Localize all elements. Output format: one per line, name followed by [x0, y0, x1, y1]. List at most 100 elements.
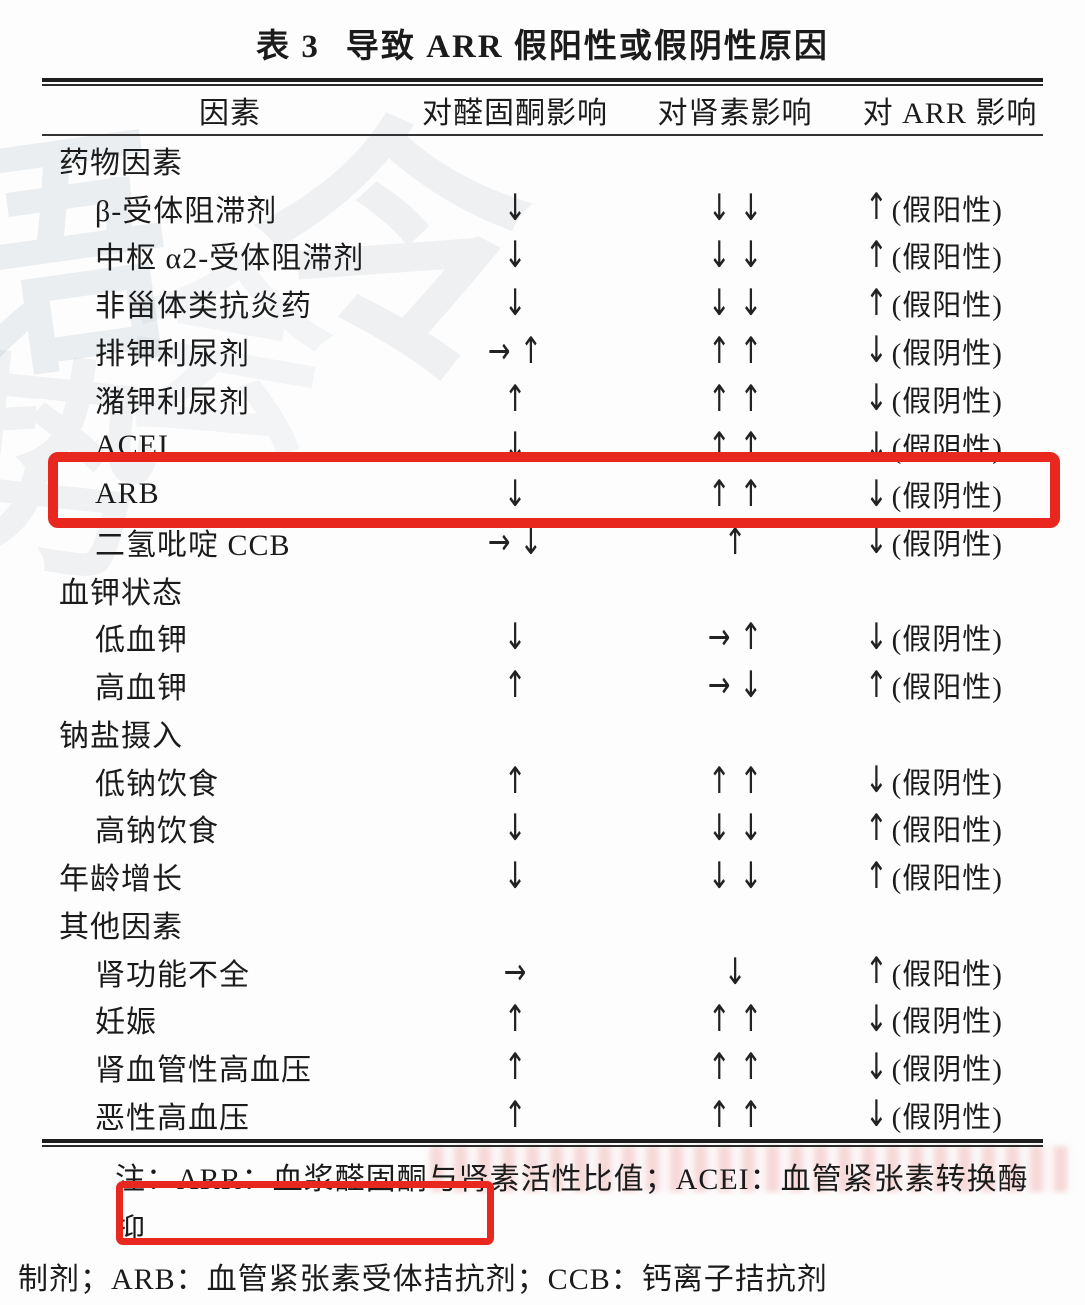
- header-aldosterone-effect: 对醛固酮影响: [422, 97, 608, 130]
- table-row: 非甾体类抗炎药 ↓ ↓↓ ↑ (假阳性): [45, 279, 1045, 327]
- aldosterone-effect-arrows: ↓: [415, 426, 615, 468]
- renin-effect-arrows: ↑↑: [615, 426, 855, 468]
- arrow-glyph: ↑↑: [707, 425, 772, 468]
- aldosterone-effect-arrows: ↓: [415, 187, 615, 229]
- factor-label: 恶性高血压: [95, 1101, 250, 1135]
- renin-effect-arrows: ↓↓: [615, 856, 855, 898]
- arr-effect-text: (假阴性): [891, 528, 1003, 561]
- factor-label: 非甾体类抗炎药: [95, 290, 312, 324]
- arrow-glyph: ↑: [865, 234, 888, 277]
- arr-effect-text: (假阳性): [891, 290, 1003, 323]
- factor-label: 高血钾: [95, 672, 188, 706]
- renin-effect-arrows: ↓↓: [615, 235, 855, 277]
- table-row: ACEI ↓ ↑↑ ↓ (假阴性): [45, 423, 1045, 471]
- arrow-glyph: ↑: [503, 998, 536, 1041]
- arr-effect-text: (假阴性): [891, 1006, 1003, 1039]
- aldosterone-effect-arrows: ↓: [415, 808, 615, 850]
- aldosterone-effect-arrows: ↑: [415, 665, 615, 707]
- table-header-row: 因素 对醛固酮影响 对肾素影响 对 ARR 影响: [45, 86, 1045, 134]
- arrow-glyph: ↓: [723, 951, 756, 994]
- table-section-row: 其他因素: [45, 900, 1045, 948]
- table-row: 妊娠 ↑ ↑↑ ↓ (假阴性): [45, 996, 1045, 1044]
- arrow-glyph: ↓: [865, 520, 888, 563]
- table-row: 恶性高血压 ↑ ↑↑ ↓ (假阴性): [45, 1091, 1045, 1139]
- aldosterone-effect-arrows: ↓: [415, 235, 615, 277]
- arrow-glyph: →↓: [707, 664, 772, 707]
- arrow-glyph: ↑: [865, 282, 888, 325]
- arrow-glyph: ↑↑: [707, 378, 772, 421]
- factor-label: ACEI: [95, 429, 169, 463]
- aldosterone-effect-arrows: ↓: [415, 617, 615, 659]
- header-divider-rule: [42, 134, 1043, 136]
- aldosterone-effect-arrows: →↑: [415, 330, 615, 372]
- arrow-glyph: ↓: [503, 807, 536, 850]
- table-section-row: 年龄增长 ↓ ↓↓ ↑ (假阳性): [45, 852, 1045, 900]
- table-row: 中枢 α2-受体阻滞剂 ↓ ↓↓ ↑ (假阳性): [45, 232, 1045, 280]
- factor-label: 二氢吡啶 CCB: [95, 528, 291, 562]
- aldosterone-effect-arrows: ↑: [415, 1047, 615, 1089]
- factor-label: 药物因素: [59, 146, 183, 180]
- arr-effect-cell: ↓ (假阴性): [855, 1046, 1045, 1088]
- arr-effect-cell: ↑ (假阳性): [855, 807, 1045, 849]
- table-section-row: 血钾状态: [45, 566, 1045, 614]
- factor-label: 肾血管性高血压: [95, 1054, 312, 1088]
- arrow-glyph: ↓↓: [707, 807, 772, 850]
- renin-effect-arrows: →↑: [615, 617, 855, 659]
- arrow-glyph: ↓: [865, 616, 888, 659]
- arrow-glyph: ↓↓: [707, 187, 772, 230]
- factor-label: 血钾状态: [59, 576, 183, 610]
- arrow-glyph: ↓: [503, 282, 536, 325]
- table-row: ARB ↓ ↑↑ ↓ (假阴性): [45, 470, 1045, 518]
- renin-effect-arrows: ↑↑: [615, 1047, 855, 1089]
- table-top-rule: [42, 78, 1043, 86]
- arrow-glyph: ↓↓: [707, 282, 772, 325]
- aldosterone-effect-arrows: ↑: [415, 999, 615, 1041]
- arr-effect-cell: ↓ (假阴性): [855, 1094, 1045, 1136]
- factor-label: 肾功能不全: [95, 958, 250, 992]
- arrow-glyph: ↑: [503, 378, 536, 421]
- arr-effect-cell: ↑ (假阳性): [855, 282, 1045, 324]
- renin-effect-arrows: ↑↑: [615, 760, 855, 802]
- arr-effect-cell: ↑ (假阳性): [855, 855, 1045, 897]
- factor-label: β-受体阻滞剂: [95, 194, 278, 228]
- table-bottom-rule: [42, 1138, 1043, 1147]
- factor-label: 排钾利尿剂: [95, 337, 250, 371]
- arrow-glyph: ↓: [865, 425, 888, 468]
- arrow-glyph: ↑: [865, 807, 888, 850]
- arrow-glyph: ↓: [503, 425, 536, 468]
- factor-label: 年龄增长: [59, 863, 183, 897]
- table-row: 肾功能不全 → ↓ ↑ (假阳性): [45, 948, 1045, 996]
- header-arr-effect: 对 ARR 影响: [862, 97, 1038, 130]
- renin-effect-arrows: ↓↓: [615, 187, 855, 229]
- table-row: 高钠饮食 ↓ ↓↓ ↑ (假阳性): [45, 805, 1045, 853]
- arrow-glyph: →↑: [487, 330, 552, 373]
- arr-effect-text: (假阳性): [891, 958, 1003, 991]
- aldosterone-effect-arrows: ↓: [415, 283, 615, 325]
- table-row: 排钾利尿剂 →↑ ↑↑ ↓ (假阴性): [45, 327, 1045, 375]
- arrow-glyph: ↓: [503, 234, 536, 277]
- table-row: 低血钾 ↓ →↑ ↓ (假阴性): [45, 614, 1045, 662]
- arrow-glyph: ↑↑: [707, 1094, 772, 1137]
- arr-effect-cell: ↓ (假阴性): [855, 425, 1045, 467]
- arrow-glyph: ↑: [865, 186, 888, 229]
- arrow-glyph: ↓: [503, 855, 536, 898]
- renin-effect-arrows: ↓↓: [615, 283, 855, 325]
- arr-effect-cell: ↓ (假阴性): [855, 330, 1045, 372]
- renin-effect-arrows: ↓↓: [615, 808, 855, 850]
- aldosterone-effect-arrows: →: [415, 951, 615, 993]
- table-footnote: 注：ARR：血浆醛固酮与肾素活性比值；ACEI：血管紧张素转换酶抑 制剂；ARB…: [18, 1155, 1043, 1305]
- footnote-line-1: 注：ARR：血浆醛固酮与肾素活性比值；ACEI：血管紧张素转换酶抑: [115, 1162, 1029, 1246]
- arr-effect-text: (假阳性): [891, 672, 1003, 705]
- footnote-line-2: 制剂；ARB：血管紧张素受体拮抗剂；CCB：钙离子拮抗剂: [18, 1262, 828, 1296]
- factor-label: 低钠饮食: [95, 767, 219, 801]
- arrow-glyph: →: [503, 951, 536, 994]
- renin-effect-arrows: ↑↑: [615, 378, 855, 420]
- aldosterone-effect-arrows: →↓: [415, 521, 615, 563]
- arr-effect-text: (假阴性): [891, 1054, 1003, 1087]
- arrow-glyph: ↑↑: [707, 760, 772, 803]
- renin-effect-arrows: ↑↑: [615, 474, 855, 516]
- table-title-text: 导致 ARR 假阳性或假阴性原因: [345, 29, 829, 65]
- arrow-glyph: ↓: [865, 329, 888, 372]
- arrow-glyph: ↑: [503, 664, 536, 707]
- table-row: 潴钾利尿剂 ↑ ↑↑ ↓ (假阴性): [45, 375, 1045, 423]
